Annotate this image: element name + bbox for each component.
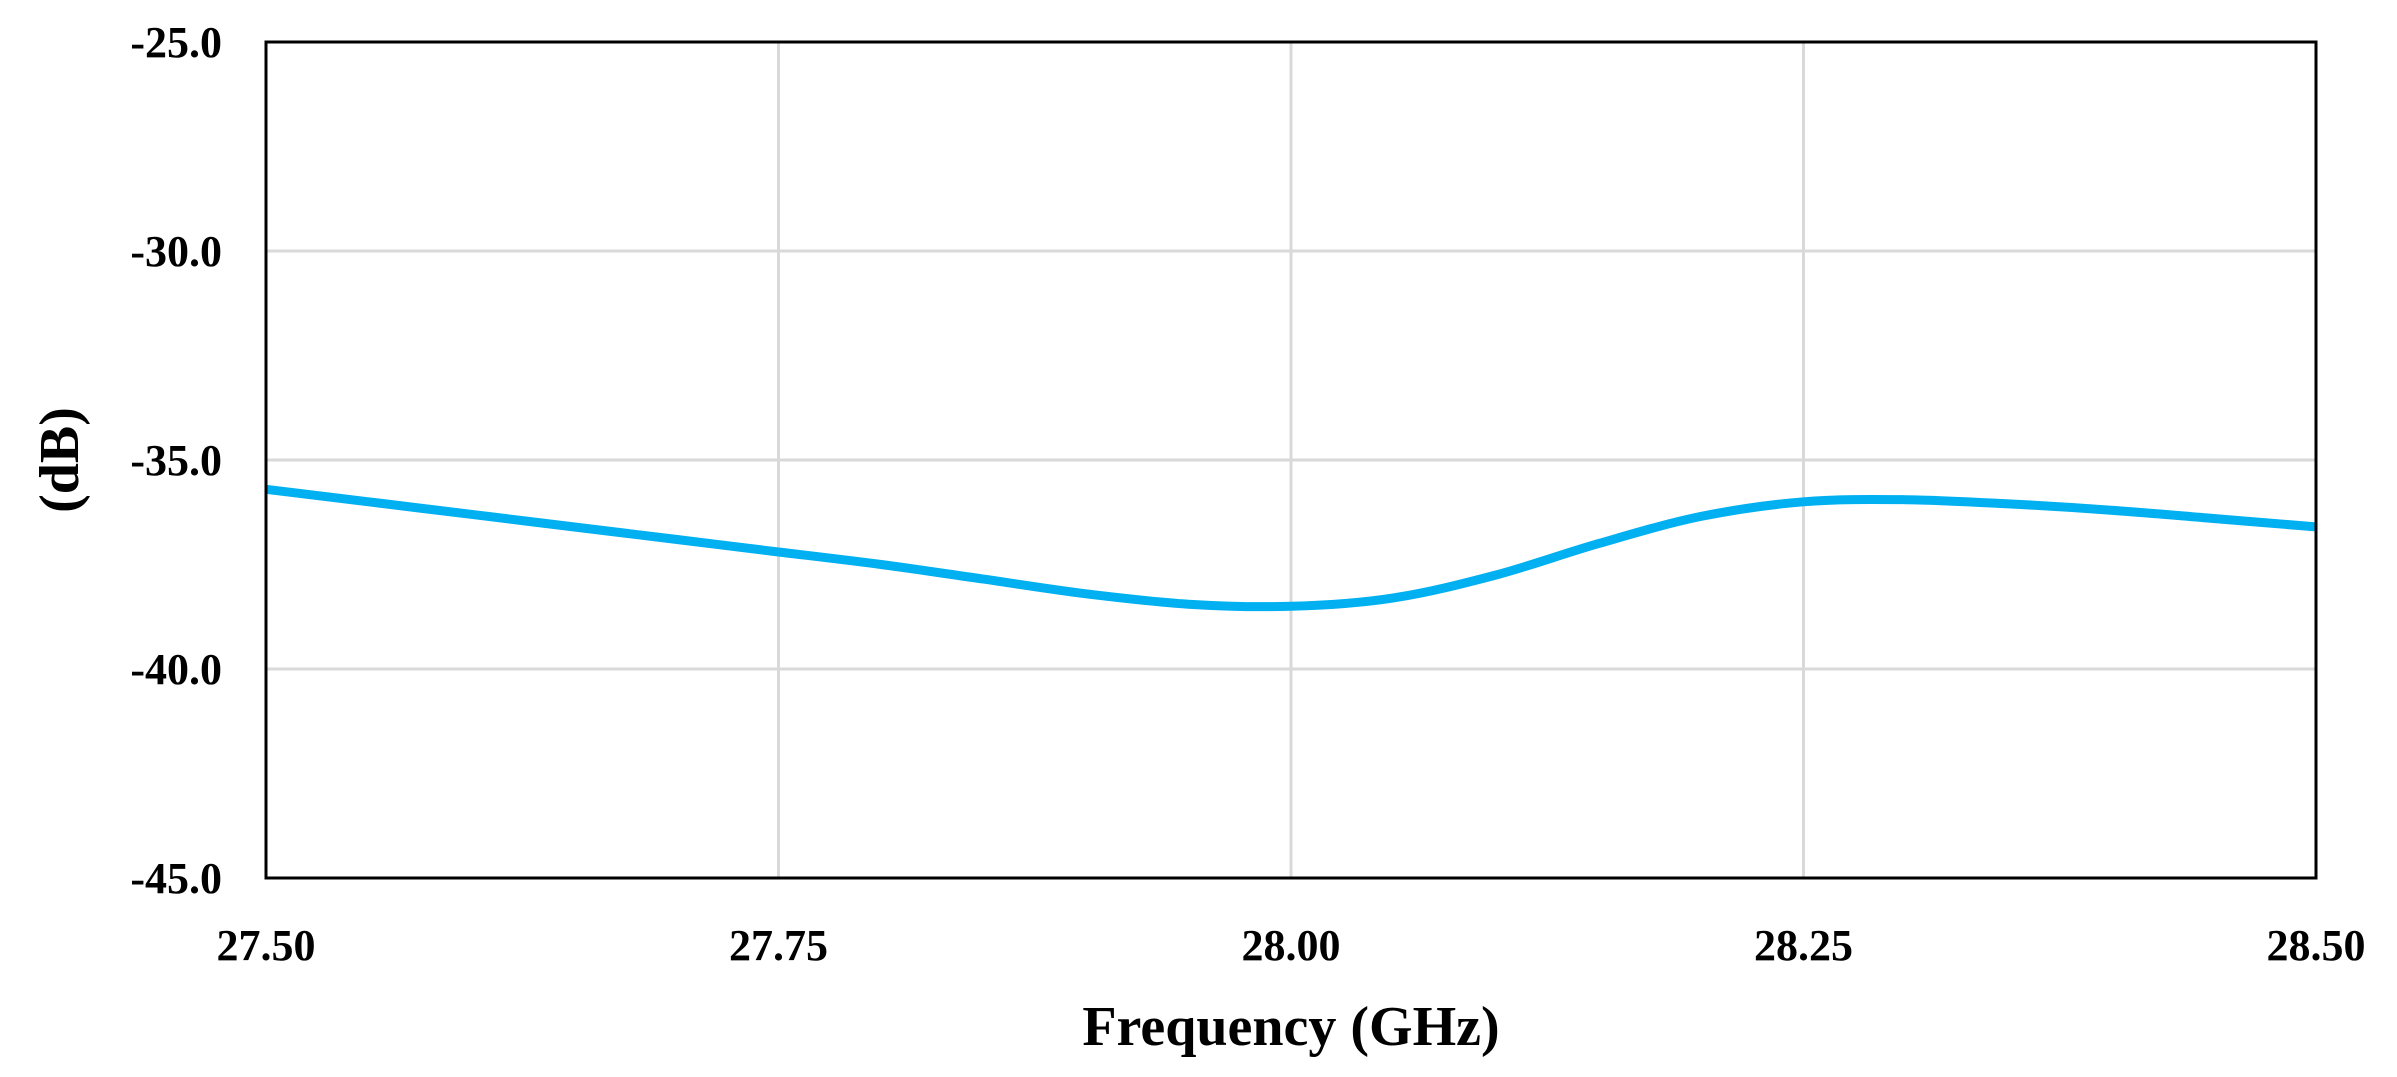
gridlines bbox=[264, 40, 2318, 880]
series-line bbox=[265, 484, 2317, 612]
y-axis-title: (dB) bbox=[29, 407, 91, 513]
x-tick-label: 28.50 bbox=[2267, 921, 2366, 970]
series-group bbox=[265, 484, 2317, 612]
plot-area-border bbox=[264, 40, 2318, 880]
x-tick-label: 28.25 bbox=[1754, 921, 1853, 970]
y-tick-label: -40.0 bbox=[130, 645, 222, 694]
y-tick-label: -25.0 bbox=[130, 18, 222, 67]
x-axis-title: Frequency (GHz) bbox=[1082, 996, 1499, 1058]
x-tick-label: 27.75 bbox=[729, 921, 828, 970]
y-tick-label: -30.0 bbox=[130, 227, 222, 276]
y-tick-label: -35.0 bbox=[130, 436, 222, 485]
x-tick-labels: 27.50 27.75 28.00 28.25 28.50 bbox=[217, 921, 2366, 970]
y-tick-labels: -25.0 -30.0 -35.0 -40.0 -45.0 bbox=[130, 18, 222, 903]
y-tick-label: -45.0 bbox=[130, 854, 222, 903]
x-tick-label: 28.00 bbox=[1242, 921, 1341, 970]
x-tick-label: 27.50 bbox=[217, 921, 316, 970]
